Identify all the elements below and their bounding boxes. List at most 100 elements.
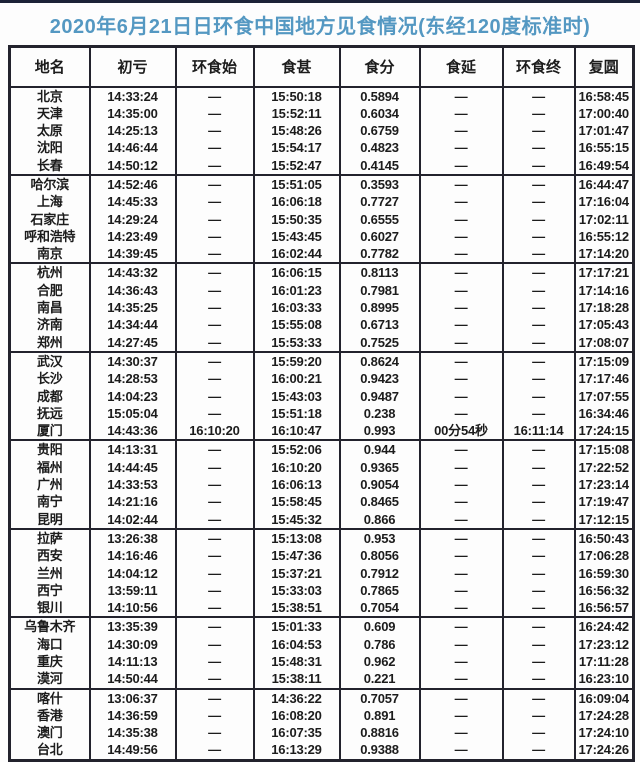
value-cell: 16:11:14 [501, 422, 575, 441]
value-cell: 14:27:45 [88, 333, 176, 352]
city-name-cell: 抚远 [36, 405, 63, 421]
value-cell: — [174, 333, 254, 352]
table-row: 银川 14:10:56—15:38:51 0.7054— —16:56:57 [10, 599, 634, 618]
value-cell: 0.962 [338, 653, 420, 671]
value-cell: — [174, 370, 254, 388]
value-cell: 0.6713 [338, 316, 420, 334]
value-cell: — [501, 245, 575, 264]
row-group: 哈尔滨 14:52:46—15:51:05 0.3593— —16:44:47 上海 14… [9, 174, 634, 264]
value-cell: 0.7054 [338, 599, 420, 618]
value-cell: 14:04:23 [88, 387, 176, 405]
value-cell: 14:50:44 [88, 670, 176, 689]
city-name-cell: 合肥 [36, 282, 63, 298]
value-cell: — [418, 510, 503, 529]
value-cell: — [418, 299, 503, 317]
table-row: 石家庄 14:29:24—15:50:35 0.6555— —17:02:11 [10, 210, 634, 228]
value-cell: 15:43:03 [252, 387, 340, 405]
value-cell: — [418, 458, 503, 477]
value-cell: 17:24:26 [573, 741, 634, 761]
table-row: 漠河 14:50:44—15:38:11 0.221— —16:23:10 [10, 670, 634, 689]
value-cell: — [174, 581, 254, 600]
value-cell: — [501, 458, 575, 477]
value-cell: 0.7981 [338, 281, 420, 300]
value-cell: 0.6034 [338, 104, 420, 123]
value-cell: — [174, 174, 254, 194]
value-cell: 16:55:12 [573, 227, 634, 246]
value-cell: — [174, 351, 254, 371]
value-cell: 15:52:06 [252, 440, 340, 459]
table-row: 上海 14:45:33—16:06:18 0.7727— —17:16:04 [10, 193, 634, 211]
value-cell: — [501, 387, 575, 405]
value-cell: — [501, 156, 575, 175]
value-cell: 17:17:21 [573, 263, 634, 282]
value-cell: — [174, 104, 254, 123]
value-cell: — [501, 510, 575, 529]
value-cell: — [501, 599, 575, 618]
table-row: 澳门 14:35:38—16:07:35 0.8816— —17:24:10 [10, 724, 634, 742]
value-cell: 17:14:16 [573, 281, 634, 300]
table-row: 天津 14:35:00—15:52:11 0.6034— —17:00:40 [10, 104, 634, 123]
table-row: 郑州 14:27:45—15:53:33 0.7525— —17:08:07 [10, 333, 634, 352]
value-cell: 14:44:45 [88, 458, 176, 477]
value-cell: 16:06:15 [252, 263, 340, 282]
value-cell: 14:33:24 [88, 86, 176, 105]
table-row: 济南 14:34:44—15:55:08 0.6713— —17:05:43 [10, 316, 634, 334]
value-cell: — [174, 510, 254, 529]
value-cell: — [174, 404, 254, 423]
value-cell: 16:06:18 [252, 193, 340, 211]
city-name-cell: 太原 [36, 123, 63, 139]
value-cell: — [501, 210, 575, 228]
value-cell: 0.238 [338, 404, 420, 423]
value-cell: 16:50:43 [573, 528, 634, 548]
value-cell: — [501, 404, 575, 423]
value-cell: 0.3593 [338, 174, 420, 194]
value-cell: — [418, 706, 503, 725]
value-cell: 15:51:18 [252, 404, 340, 423]
value-cell: 15:01:33 [252, 617, 340, 636]
value-cell: 14:23:49 [88, 227, 176, 246]
value-cell: 15:50:35 [252, 210, 340, 228]
value-cell: — [501, 706, 575, 725]
value-cell: — [174, 528, 254, 548]
value-cell: — [501, 281, 575, 300]
value-cell: 16:02:44 [252, 245, 340, 264]
value-cell: — [501, 547, 575, 565]
city-name-cell: 哈尔滨 [30, 176, 70, 192]
value-cell: — [174, 263, 254, 282]
value-cell: 17:22:52 [573, 458, 634, 477]
value-cell: — [418, 139, 503, 157]
value-cell: 16:59:30 [573, 564, 634, 582]
value-cell: 16:49:54 [573, 156, 634, 175]
value-cell: 0.6555 [338, 210, 420, 228]
table-row: 抚远 15:05:04—15:51:18 0.238— —16:34:46 [10, 404, 634, 423]
city-name-cell: 拉萨 [36, 530, 63, 546]
value-cell: 15:54:17 [252, 139, 340, 157]
value-cell: 14:46:44 [88, 139, 176, 157]
city-name-cell: 福州 [36, 459, 63, 475]
value-cell: — [418, 564, 503, 582]
value-cell: 15:47:36 [252, 547, 340, 565]
value-cell: 14:52:46 [88, 174, 176, 194]
value-cell: — [501, 493, 575, 511]
table-row: 南宁 14:21:16—15:58:45 0.8465— —17:19:47 [10, 493, 634, 511]
column-header: 复圆 [573, 46, 634, 88]
city-name-cell: 北京 [36, 88, 63, 104]
value-cell: 16:24:42 [573, 617, 634, 636]
table-row: 喀什 13:06:37—14:36:22 0.7057— —16:09:04 [10, 688, 634, 707]
value-cell: — [501, 581, 575, 600]
value-cell: 14:21:16 [88, 493, 176, 511]
table-row: 成都 14:04:23—15:43:03 0.9487— —17:07:55 [10, 387, 634, 405]
city-name-cell: 天津 [36, 105, 63, 121]
value-cell: — [501, 724, 575, 742]
value-cell: 14:13:31 [88, 440, 176, 459]
city-name-cell: 乌鲁木齐 [24, 619, 76, 635]
value-cell: 15:48:26 [252, 122, 340, 140]
city-name-cell: 兰州 [36, 565, 63, 581]
row-group: 杭州 14:43:32—16:06:15 0.8113— —17:17:21 合肥 14:… [9, 263, 634, 352]
value-cell: — [501, 122, 575, 140]
value-cell: 14:39:45 [88, 245, 176, 264]
value-cell: 16:09:04 [573, 688, 634, 707]
city-name-cell: 西宁 [36, 582, 63, 598]
table-row: 厦门 14:43:36 16:10:20 16:10:47 0.993 00分54秒 16:… [10, 422, 634, 441]
city-name-cell: 成都 [36, 388, 63, 404]
